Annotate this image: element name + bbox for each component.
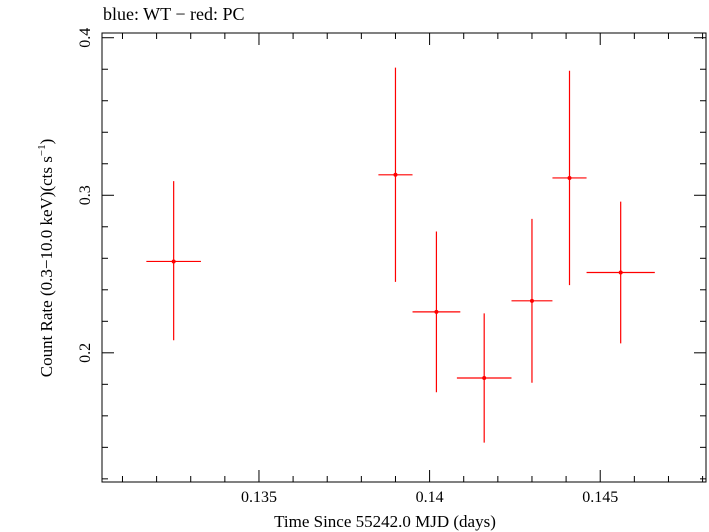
y-tick-label: 0.4 xyxy=(77,28,94,48)
data-point xyxy=(146,181,201,341)
data-marker xyxy=(618,270,623,275)
data-marker xyxy=(482,376,487,381)
data-point xyxy=(378,67,413,282)
x-tick-label: 0.135 xyxy=(241,489,277,506)
axis-tick-labels: 0.135 0.14 0.145 0.2 0.3 0.4 xyxy=(77,28,618,506)
data-marker xyxy=(171,259,176,264)
data-point xyxy=(456,313,512,443)
axis-ticks xyxy=(102,33,706,482)
x-tick-label: 0.145 xyxy=(582,489,618,506)
data-marker xyxy=(567,175,572,180)
y-axis-label: Count Rate (0.3−10.0 keV)(cts s−1) xyxy=(36,139,56,378)
x-tick-label: 0.14 xyxy=(416,489,444,506)
data-marker xyxy=(434,309,439,314)
data-point xyxy=(552,70,587,286)
data-points xyxy=(146,67,655,443)
y-axis-label-close: ) xyxy=(37,139,56,145)
data-marker xyxy=(529,298,534,303)
plot-frame xyxy=(101,32,707,483)
y-axis-label-superscript: −1 xyxy=(36,144,48,156)
y-tick-label: 0.2 xyxy=(77,343,94,363)
data-point xyxy=(586,201,655,344)
data-point xyxy=(412,231,461,393)
y-axis-label-main: Count Rate (0.3−10.0 keV)(cts s xyxy=(37,156,56,377)
data-marker xyxy=(393,172,398,177)
x-axis-label: Time Since 55242.0 MJD (days) xyxy=(274,512,496,531)
data-point xyxy=(511,218,553,383)
y-tick-label: 0.3 xyxy=(77,185,94,205)
chart-title: blue: WT − red: PC xyxy=(103,4,245,24)
